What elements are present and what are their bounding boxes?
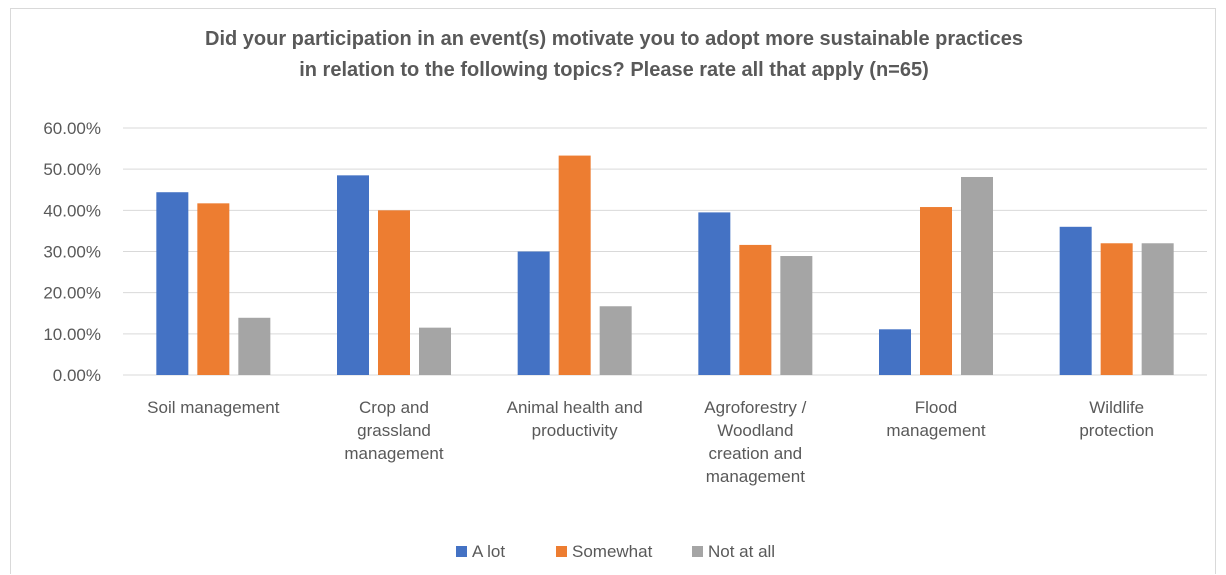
x-category-label-line: management <box>706 467 806 486</box>
x-category-label: Wildlife protection <box>1079 398 1154 440</box>
bar-somewhat <box>739 244 772 375</box>
bar-not-at-all <box>780 256 813 375</box>
x-category-label-line: Woodland <box>717 421 793 440</box>
y-tick-label: 60.00% <box>43 119 101 138</box>
x-category-label-line: Flood <box>915 398 958 417</box>
x-category-label-line: Wildlife <box>1089 398 1144 417</box>
legend: A lot Somewhat Not at all <box>456 542 775 561</box>
bar-somewhat <box>558 155 591 375</box>
gridlines <box>123 127 1207 376</box>
x-category-label-line: Animal health and <box>507 398 643 417</box>
x-category-label: Crop and grassland management <box>344 398 444 463</box>
x-category-label-line: grassland <box>357 421 431 440</box>
bar-somewhat <box>920 207 952 375</box>
y-axis-tick-labels: 0.00% 10.00% 20.00% 30.00% 40.00% 50.00% 60.00… <box>43 119 101 385</box>
x-axis-category-labels: Soil management Crop and grassland manageme… <box>147 398 1154 486</box>
chart-title-line: Did your participation in an event(s) mo… <box>205 28 1023 50</box>
bar-not-at-all <box>419 327 451 375</box>
y-tick-label: 50.00% <box>43 160 101 179</box>
y-tick-label: 40.00% <box>43 201 101 220</box>
x-category-label-line: management <box>344 444 444 463</box>
x-category-label: Flood management <box>886 398 986 440</box>
x-category-label: Soil management <box>147 398 280 417</box>
bar-a-lot <box>879 329 911 375</box>
y-tick-label: 0.00% <box>53 366 101 385</box>
bar-not-at-all <box>599 306 632 375</box>
bar-somewhat <box>378 210 410 375</box>
bar-somewhat <box>197 203 230 375</box>
chart-frame: Did your participation in an event(s) mo… <box>10 8 1216 574</box>
y-tick-label: 20.00% <box>43 284 101 303</box>
x-category-label-line: Crop and <box>359 398 429 417</box>
x-category-label-line: productivity <box>532 421 618 440</box>
legend-label: A lot <box>472 542 505 561</box>
x-category-label-line: creation and <box>709 444 803 463</box>
chart-title-line: in relation to the following topics? Ple… <box>299 59 929 81</box>
bar-a-lot <box>1059 226 1092 375</box>
legend-label: Somewhat <box>572 542 653 561</box>
cutoff-heading <box>0 0 1226 8</box>
bar-a-lot <box>156 192 189 375</box>
bar-chart: Did your participation in an event(s) mo… <box>43 28 1207 561</box>
bar-a-lot <box>337 175 369 375</box>
bar-not-at-all <box>1141 243 1174 375</box>
bar-not-at-all <box>238 317 271 375</box>
x-category-label-line: Agroforestry / <box>704 398 806 417</box>
x-category-label-line: management <box>886 421 986 440</box>
bar-not-at-all <box>961 176 993 375</box>
legend-swatch <box>456 546 467 557</box>
bar-a-lot <box>698 212 731 375</box>
x-category-label: Animal health and productivity <box>507 398 643 440</box>
legend-swatch <box>692 546 703 557</box>
bars <box>156 155 1174 375</box>
legend-label: Not at all <box>708 542 775 561</box>
legend-swatch <box>556 546 567 557</box>
bar-somewhat <box>1100 243 1133 375</box>
y-tick-label: 30.00% <box>43 243 101 262</box>
chart-title: Did your participation in an event(s) mo… <box>205 28 1023 81</box>
x-category-label-line: Soil management <box>147 398 280 417</box>
x-category-label-line: protection <box>1079 421 1154 440</box>
bar-a-lot <box>517 251 550 375</box>
y-tick-label: 10.00% <box>43 325 101 344</box>
x-category-label: Agroforestry / Woodland creation and manage… <box>704 398 806 486</box>
